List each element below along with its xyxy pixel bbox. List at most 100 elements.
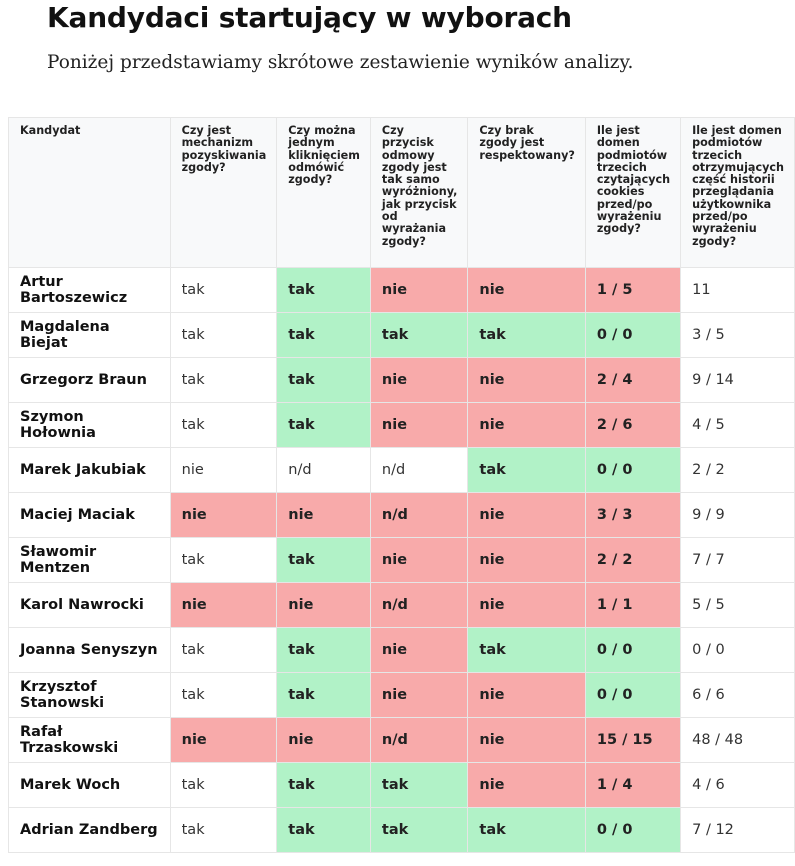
column-header: Czy przycisk odmowy zgody jest tak samo … (369, 117, 469, 268)
table-cell: tak (169, 357, 278, 403)
table-cell: 7 / 7 (680, 537, 795, 583)
table-cell: 2 / 2 (584, 537, 682, 583)
table-cell: tak (169, 267, 278, 313)
table-cell: nie (169, 582, 278, 628)
table-cell: n/d (369, 492, 469, 538)
table-cell: nie (467, 492, 586, 538)
column-header: Czy brak zgody jest respektowany? (467, 117, 586, 268)
candidate-name: Karol Nawrocki (8, 582, 171, 628)
table-cell: tak (369, 762, 469, 808)
table-cell: nie (369, 267, 469, 313)
column-header: Czy można jednym kliknięciem odmówić zgo… (276, 117, 371, 268)
table-cell: 9 / 9 (680, 492, 795, 538)
table-cell: tak (467, 312, 586, 358)
table-cell: n/d (369, 447, 469, 493)
table-cell: 0 / 0 (584, 312, 682, 358)
table-cell: 4 / 6 (680, 762, 795, 808)
table-cell: tak (169, 627, 278, 673)
table-cell: nie (276, 582, 371, 628)
table-cell: tak (276, 357, 371, 403)
candidate-name: Rafał Trzaskowski (8, 717, 171, 763)
table-cell: n/d (369, 717, 469, 763)
table-cell: tak (276, 312, 371, 358)
table-cell: nie (169, 492, 278, 538)
table-cell: 0 / 0 (584, 807, 682, 853)
candidate-name: Sławomir Mentzen (8, 537, 171, 583)
column-header: Kandydat (8, 117, 171, 268)
table-cell: tak (276, 672, 371, 718)
table-cell: tak (467, 807, 586, 853)
table-cell: nie (467, 267, 586, 313)
table-body: Artur Bartoszewicz tak tak nie nie 1 / 5 11 Mag… (8, 267, 795, 853)
table-header-row: Kandydat Czy jest mechanizm pozyskiwania … (8, 117, 795, 268)
table-cell: 48 / 48 (680, 717, 795, 763)
table-cell: tak (276, 762, 371, 808)
table-cell: nie (369, 357, 469, 403)
table-cell: 1 / 5 (584, 267, 682, 313)
table-cell: nie (467, 672, 586, 718)
candidate-name: Szymon Hołownia (8, 402, 171, 448)
table-cell: 2 / 6 (584, 402, 682, 448)
table-cell: tak (276, 627, 371, 673)
table-cell: nie (276, 717, 371, 763)
table-cell: tak (169, 402, 278, 448)
table-cell: 1 / 4 (584, 762, 682, 808)
table-cell: nie (169, 447, 278, 493)
candidate-name: Artur Bartoszewicz (8, 267, 171, 313)
table-cell: 0 / 0 (584, 447, 682, 493)
table-cell: tak (369, 312, 469, 358)
table-cell: tak (169, 762, 278, 808)
table-cell: tak (169, 672, 278, 718)
candidate-name: Magdalena Biejat (8, 312, 171, 358)
candidate-name: Marek Woch (8, 762, 171, 808)
table-cell: 1 / 1 (584, 582, 682, 628)
candidate-name: Grzegorz Braun (8, 357, 171, 403)
table-cell: tak (276, 537, 371, 583)
table-cell: 9 / 14 (680, 357, 795, 403)
column-header: Ile jest domen podmiotów trzecich czytaj… (584, 117, 682, 268)
table-cell: n/d (369, 582, 469, 628)
table-cell: nie (369, 627, 469, 673)
table-cell: 2 / 4 (584, 357, 682, 403)
table-cell: tak (369, 807, 469, 853)
table-cell: nie (467, 402, 586, 448)
table-cell: tak (276, 807, 371, 853)
candidate-name: Adrian Zandberg (8, 807, 171, 853)
table-cell: tak (467, 627, 586, 673)
table-cell: 0 / 0 (584, 672, 682, 718)
page-subtitle: Poniżej przedstawiamy skrótowe zestawien… (47, 52, 634, 73)
table-cell: 15 / 15 (584, 717, 682, 763)
table-cell: tak (169, 537, 278, 583)
candidate-name: Joanna Senyszyn (8, 627, 171, 673)
table-cell: tak (467, 447, 586, 493)
table-cell: 7 / 12 (680, 807, 795, 853)
table-cell: nie (369, 537, 469, 583)
table-cell: tak (276, 267, 371, 313)
table-cell: 6 / 6 (680, 672, 795, 718)
column-header: Ile jest domen podmiotów trzecich otrzym… (680, 117, 795, 268)
table-cell: nie (467, 537, 586, 583)
table-cell: nie (467, 717, 586, 763)
results-table: Kandydat Czy jest mechanizm pozyskiwania … (8, 117, 795, 853)
candidate-name: Maciej Maciak (8, 492, 171, 538)
table-cell: 4 / 5 (680, 402, 795, 448)
table-cell: 11 (680, 267, 795, 313)
table-cell: nie (369, 402, 469, 448)
column-header: Czy jest mechanizm pozyskiwania zgody? (169, 117, 278, 268)
table-cell: tak (276, 402, 371, 448)
table-cell: 5 / 5 (680, 582, 795, 628)
table-cell: nie (169, 717, 278, 763)
table-cell: 0 / 0 (680, 627, 795, 673)
candidate-name: Krzysztof Stanowski (8, 672, 171, 718)
table-row: Artur Bartoszewicz tak tak nie nie 1 / 5 11 (8, 267, 795, 313)
table-cell: 3 / 3 (584, 492, 682, 538)
